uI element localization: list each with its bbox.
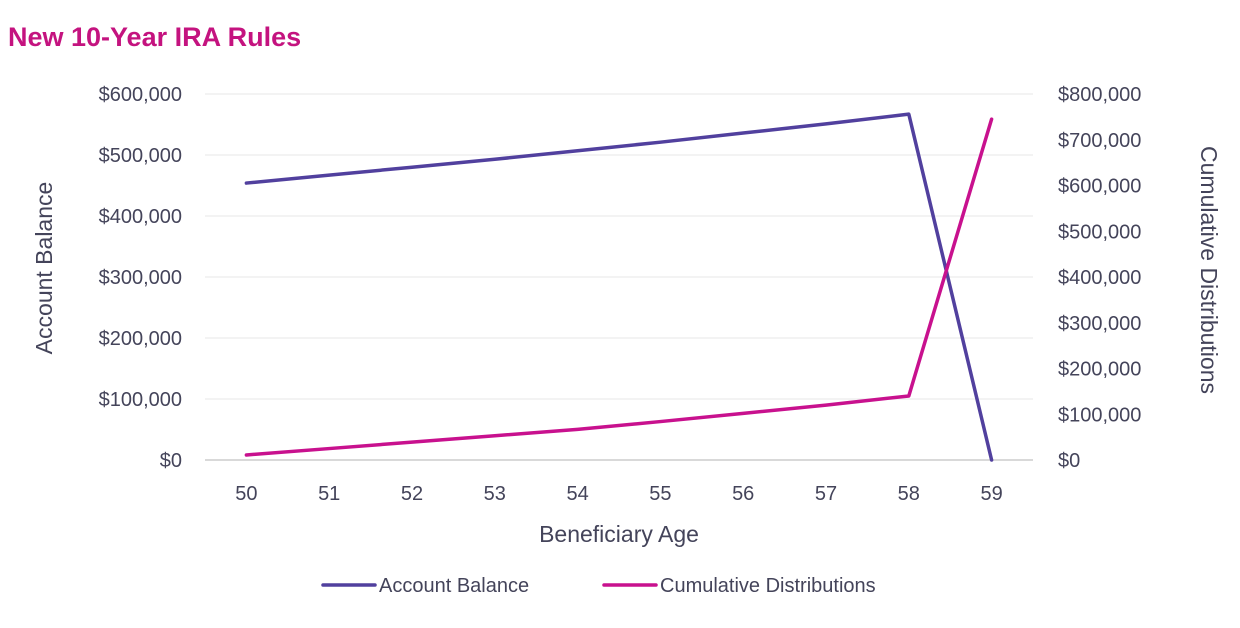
y-tick-label: $200,000	[99, 328, 182, 350]
y2-axis-title: Cumulative Distributions	[1196, 146, 1222, 394]
x-tick-label: 52	[401, 483, 423, 505]
y2-tick-label: $200,000	[1058, 359, 1141, 381]
y-tick-label: $400,000	[99, 206, 182, 228]
y-tick-label: $600,000	[99, 84, 182, 106]
y2-tick-label: $600,000	[1058, 176, 1141, 198]
x-tick-label: 58	[898, 483, 920, 505]
x-tick-label: 50	[235, 483, 257, 505]
y-tick-label: $300,000	[99, 267, 182, 289]
series-line-cumulative-distributions	[244, 117, 994, 457]
y-tick-label: $100,000	[99, 389, 182, 411]
x-tick-label: 59	[980, 483, 1002, 505]
x-tick-label: 54	[566, 483, 588, 505]
y2-tick-label: $100,000	[1058, 404, 1141, 426]
y2-tick-label: $0	[1058, 450, 1080, 472]
y2-tick-label: $700,000	[1058, 130, 1141, 152]
x-tick-label: 56	[732, 483, 754, 505]
chart-title: New 10-Year IRA Rules	[8, 22, 302, 52]
legend-label: Account Balance	[379, 575, 529, 597]
x-tick-label: 55	[649, 483, 671, 505]
x-tick-label: 57	[815, 483, 837, 505]
x-tick-label: 53	[484, 483, 506, 505]
y2-tick-label: $400,000	[1058, 267, 1141, 289]
series-line-account-balance	[244, 112, 994, 462]
y2-tick-label: $800,000	[1058, 84, 1141, 106]
y-tick-label: $500,000	[99, 145, 182, 167]
y-axis-title: Account Balance	[31, 182, 57, 355]
y-tick-label: $0	[160, 450, 182, 472]
x-axis-title: Beneficiary Age	[539, 521, 699, 547]
y2-tick-label: $300,000	[1058, 313, 1141, 335]
legend-label: Cumulative Distributions	[660, 575, 876, 597]
y2-tick-label: $500,000	[1058, 221, 1141, 243]
x-tick-label: 51	[318, 483, 340, 505]
